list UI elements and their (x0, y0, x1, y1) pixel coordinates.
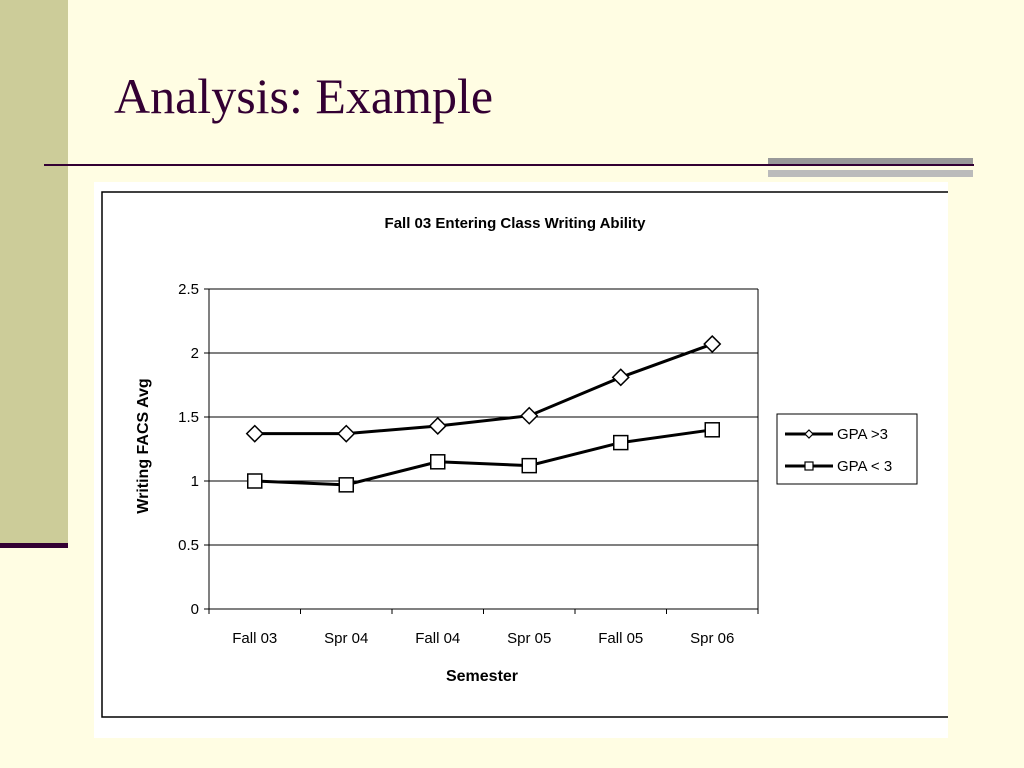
data-point-square (704, 422, 720, 438)
chart-title: Fall 03 Entering Class Writing Ability (385, 215, 647, 232)
x-tick-label: Fall 03 (232, 630, 277, 647)
x-tick-label: Fall 05 (598, 630, 643, 647)
line-chart: Fall 03 Entering Class Writing Ability 0… (101, 191, 956, 718)
series-diamond (245, 334, 722, 443)
legend-marker-diamond (804, 429, 814, 439)
series-square (247, 422, 720, 493)
x-tick-label: Spr 04 (324, 630, 368, 647)
slide-title: Analysis: Example (114, 68, 494, 124)
data-point-square (521, 457, 537, 474)
x-axis-ticks: Fall 03 Spr 04 Fall 04 Spr 05 Fall 05 Spr 06 (208, 609, 759, 647)
chart-legend: GPA >3 GPA < 3 (776, 413, 918, 485)
legend-label: GPA >3 (837, 426, 888, 443)
legend-label: GPA < 3 (837, 458, 892, 475)
data-point-diamond (337, 424, 356, 443)
data-point-square (430, 454, 446, 470)
data-point-diamond (245, 424, 264, 443)
title-rule-accent-lower (768, 170, 973, 177)
left-band-rule (0, 543, 68, 548)
y-axis-ticks: 0 0.5 1 1.5 2 2.5 (178, 281, 209, 618)
x-axis-label: Semester (446, 668, 518, 685)
y-tick-label: 0 (191, 601, 199, 618)
y-tick-label: 2.5 (178, 281, 199, 298)
title-rule-accent (768, 158, 973, 166)
x-tick-label: Fall 04 (415, 630, 460, 647)
x-tick-label: Spr 05 (507, 630, 551, 647)
series-layer (245, 334, 722, 493)
title-rule (44, 164, 974, 166)
chart-area: Fall 03 Entering Class Writing Ability 0… (94, 182, 956, 738)
y-axis-label: Writing FACS Avg (135, 378, 152, 513)
data-point-square (613, 434, 629, 451)
legend-box (776, 413, 918, 485)
legend-entry: GPA < 3 (785, 458, 892, 475)
y-tick-label: 0.5 (178, 537, 199, 554)
legend-entry: GPA >3 (785, 426, 888, 443)
data-point-diamond (520, 406, 539, 425)
data-point-square (338, 477, 354, 493)
left-decorative-band (0, 0, 68, 548)
y-tick-label: 1.5 (178, 409, 199, 426)
data-point-diamond (428, 416, 447, 436)
data-point-square (247, 473, 263, 489)
series-line (254, 428, 713, 487)
data-point-diamond (703, 334, 722, 354)
x-tick-label: Spr 06 (690, 630, 734, 647)
y-tick-label: 2 (191, 345, 199, 362)
legend-marker-square (804, 461, 814, 471)
data-point-diamond (611, 368, 630, 387)
y-tick-label: 1 (191, 473, 199, 490)
series-line (254, 342, 713, 436)
